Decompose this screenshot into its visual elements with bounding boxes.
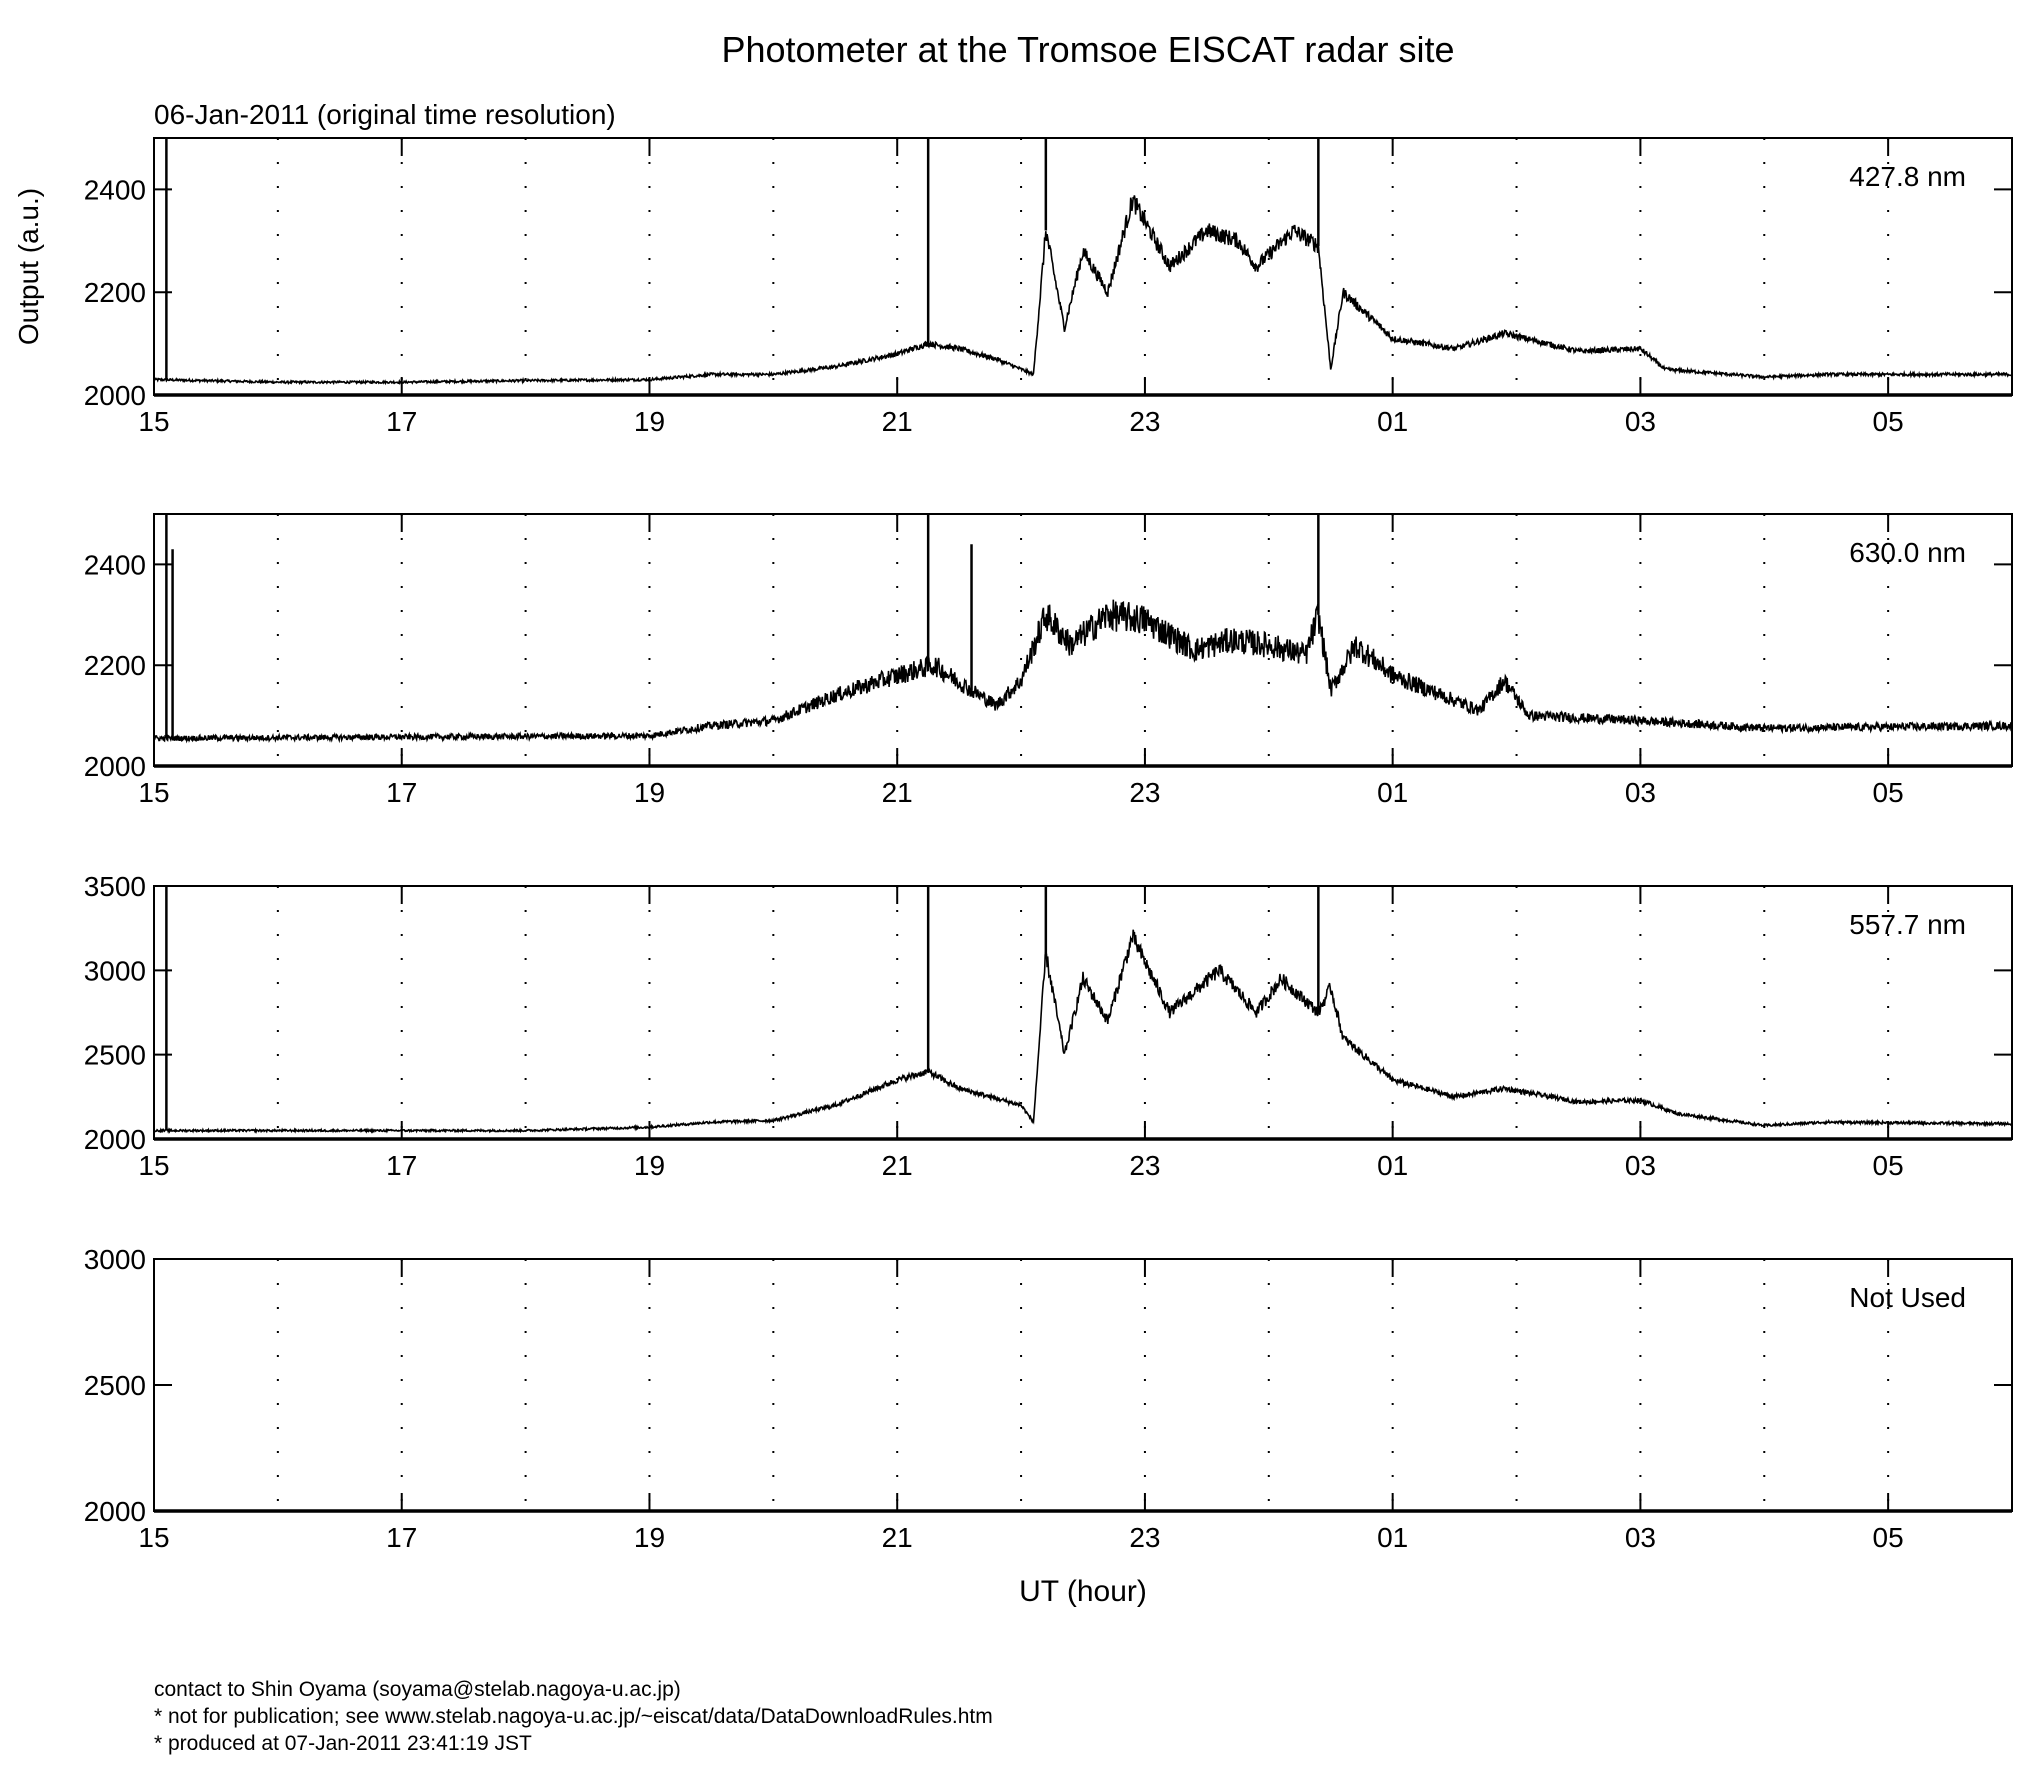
x-tick-label: 05 — [1873, 777, 1904, 808]
panel-label: 427.8 nm — [1849, 161, 1966, 192]
x-tick-label: 19 — [634, 406, 665, 437]
x-tick-label: 21 — [882, 1150, 913, 1181]
panels: 15 17 19 21 23 01 03 05 2000 2200 2400 427.8 nm Outp… — [13, 137, 2013, 1608]
panel-427-8-nm: 15 17 19 21 23 01 03 05 2000 2200 2400 427.8 nm Outp… — [13, 137, 2013, 437]
axes-box — [153, 885, 2013, 1140]
footer-notice: * not for publication; see www.stelab.na… — [154, 1705, 993, 1728]
x-tick-label: 05 — [1873, 1150, 1904, 1181]
y-tick-label: 2000 — [84, 380, 146, 411]
y-tick-label: 2000 — [84, 1496, 146, 1527]
x-tick-label: 03 — [1625, 777, 1656, 808]
x-tick-label: 01 — [1377, 1522, 1408, 1553]
x-tick-label: 05 — [1873, 1522, 1904, 1553]
figure-subtitle: 06-Jan-2011 (original time resolution) — [154, 99, 616, 130]
axes-box — [153, 137, 2013, 396]
x-tick-label: 23 — [1129, 777, 1160, 808]
panel-557-7-nm: 15 17 19 21 23 01 03 05 2000 2500 3000 3500 557.7 nm — [84, 871, 2013, 1181]
panel-label: 630.0 nm — [1849, 537, 1966, 568]
x-tick-label: 03 — [1625, 406, 1656, 437]
data-series-line — [153, 195, 2013, 386]
x-tick-label: 03 — [1625, 1522, 1656, 1553]
y-tick-label: 2400 — [84, 174, 146, 205]
x-tick-label: 17 — [386, 1150, 417, 1181]
footer-contact: contact to Shin Oyama (soyama@stelab.nag… — [154, 1678, 681, 1701]
x-tick-label: 21 — [882, 777, 913, 808]
x-tick-label: 01 — [1377, 406, 1408, 437]
x-tick-label: 19 — [634, 1522, 665, 1553]
x-tick-label: 01 — [1377, 777, 1408, 808]
axes-box — [153, 1258, 2013, 1512]
panel-label: 557.7 nm — [1849, 909, 1966, 940]
x-tick-label: 15 — [138, 777, 169, 808]
data-series-line — [153, 929, 2013, 1134]
x-tick-label: 23 — [1129, 1522, 1160, 1553]
x-tick-label: 03 — [1625, 1150, 1656, 1181]
x-tick-label: 21 — [882, 406, 913, 437]
panel-label: Not Used — [1849, 1282, 1966, 1313]
y-tick-label: 2200 — [84, 650, 146, 681]
footer-produced: * produced at 07-Jan-2011 23:41:19 JST — [154, 1732, 532, 1755]
y-tick-label: 3500 — [84, 871, 146, 902]
panel-not-used: 15 17 19 21 23 01 03 05 2000 2500 3000 Not Used UT (… — [84, 1244, 2013, 1608]
y-tick-label: 3000 — [84, 1244, 146, 1275]
panel-630-0-nm: 15 17 19 21 23 01 03 05 2000 2200 2400 630.0 nm — [84, 513, 2013, 808]
x-tick-label: 23 — [1129, 406, 1160, 437]
x-tick-label: 19 — [634, 1150, 665, 1181]
y-tick-label: 2200 — [84, 277, 146, 308]
axes-box — [153, 513, 2013, 767]
y-tick-label: 3000 — [84, 955, 146, 986]
x-tick-label: 17 — [386, 406, 417, 437]
x-tick-label: 21 — [882, 1522, 913, 1553]
figure-title: Photometer at the Tromsoe EISCAT radar s… — [722, 29, 1455, 70]
y-tick-label: 2500 — [84, 1040, 146, 1071]
y-tick-label: 2000 — [84, 751, 146, 782]
x-tick-label: 15 — [138, 1522, 169, 1553]
x-tick-label: 23 — [1129, 1150, 1160, 1181]
x-tick-label: 19 — [634, 777, 665, 808]
x-tick-label: 15 — [138, 1150, 169, 1181]
x-tick-label: 05 — [1873, 406, 1904, 437]
x-axis-label: UT (hour) — [1019, 1575, 1147, 1608]
x-tick-label: 17 — [386, 777, 417, 808]
y-tick-label: 2000 — [84, 1124, 146, 1155]
y-tick-label: 2500 — [84, 1370, 146, 1401]
y-tick-label: 2400 — [84, 549, 146, 580]
x-tick-label: 17 — [386, 1522, 417, 1553]
x-tick-label: 01 — [1377, 1150, 1408, 1181]
x-tick-label: 15 — [138, 406, 169, 437]
data-series-line — [153, 599, 2013, 744]
y-axis-label: Output (a.u.) — [13, 188, 44, 345]
